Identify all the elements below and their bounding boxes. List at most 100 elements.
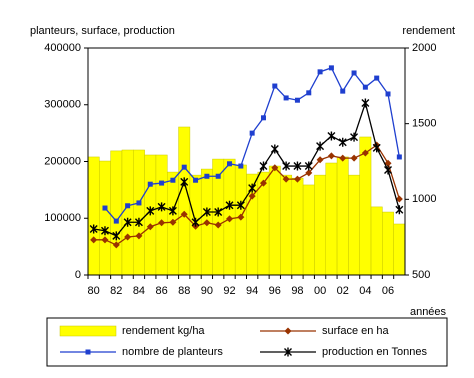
line-marker <box>374 75 380 81</box>
y-tick-label: 400000 <box>44 42 81 54</box>
y2-tick-label: 1500 <box>412 118 436 130</box>
bar <box>99 160 111 276</box>
y-tick-label: 0 <box>75 269 81 281</box>
x-tick-label: 86 <box>155 285 167 297</box>
x-tick-label: 90 <box>201 285 213 297</box>
bar <box>110 150 123 276</box>
line-marker <box>338 137 347 147</box>
x-tick-label: 00 <box>314 285 326 297</box>
line-marker <box>191 217 200 227</box>
line-marker <box>146 206 155 216</box>
line-marker <box>361 149 369 157</box>
bar <box>178 126 191 276</box>
line-marker <box>134 217 143 227</box>
line-marker <box>362 84 368 90</box>
bar <box>336 156 349 276</box>
x-tick-label: 04 <box>359 285 371 297</box>
bar <box>314 174 326 276</box>
line-marker <box>283 95 289 101</box>
bar <box>325 162 338 276</box>
line-marker <box>306 90 312 96</box>
line-marker <box>202 207 211 217</box>
bar <box>359 136 372 276</box>
line-marker <box>214 207 223 217</box>
line-marker <box>385 91 391 97</box>
y2-tick-label: 500 <box>412 269 430 281</box>
bar <box>370 206 383 276</box>
line-marker <box>169 218 177 226</box>
line-marker <box>395 205 404 215</box>
y-tick-label: 200000 <box>44 155 81 167</box>
x-tick-label: 82 <box>110 285 122 297</box>
line-marker <box>372 143 381 153</box>
line-marker <box>112 241 120 249</box>
line-marker <box>271 164 279 172</box>
line-marker <box>305 169 313 177</box>
line-marker <box>237 213 245 221</box>
line-marker <box>249 130 255 136</box>
line-marker <box>259 161 268 171</box>
line-marker <box>328 65 334 71</box>
line-marker <box>226 215 234 223</box>
line-marker <box>350 132 359 142</box>
bar <box>291 177 304 276</box>
line-marker <box>147 181 153 187</box>
bar <box>393 223 406 276</box>
line-marker <box>204 173 210 179</box>
y-tick-label: 100000 <box>44 212 81 224</box>
line-marker <box>180 210 188 218</box>
line-marker <box>180 177 189 187</box>
line-marker <box>282 175 290 183</box>
line-marker <box>260 115 266 121</box>
line-marker <box>123 217 132 227</box>
x-axis-title: années <box>410 306 447 318</box>
line-marker <box>203 219 211 227</box>
x-tick-label: 84 <box>133 285 145 297</box>
bar <box>280 174 293 276</box>
line-marker <box>124 233 132 241</box>
legend-marker <box>85 349 91 355</box>
line-marker <box>90 236 98 244</box>
line-marker <box>227 161 233 167</box>
line-marker <box>361 98 370 108</box>
line-marker <box>136 200 142 206</box>
line-marker <box>327 131 336 141</box>
y-axis-title: planteurs, surface, production <box>30 25 175 37</box>
legend-marker <box>284 327 292 335</box>
plot-area <box>87 47 406 276</box>
line-marker <box>340 88 346 94</box>
line-marker <box>159 180 165 186</box>
line-marker <box>100 226 109 236</box>
y-tick-label: 300000 <box>44 99 81 111</box>
line-marker <box>282 161 291 171</box>
line-marker <box>215 173 221 179</box>
legend-label: rendement kg/ha <box>122 325 205 337</box>
x-tick-label: 88 <box>178 285 190 297</box>
line-marker <box>248 183 257 193</box>
line-marker <box>327 152 335 160</box>
line-marker <box>317 69 323 75</box>
line-marker <box>181 164 187 170</box>
line-marker <box>158 219 166 227</box>
line-marker <box>395 195 403 203</box>
line-marker <box>293 175 301 183</box>
x-tick-label: 02 <box>337 285 349 297</box>
line-marker <box>89 224 98 234</box>
line-marker <box>248 192 256 200</box>
line-marker <box>339 154 347 162</box>
line-marker <box>304 161 313 171</box>
legend-marker <box>284 347 292 357</box>
line-marker <box>157 202 166 212</box>
line <box>93 100 400 237</box>
line-marker <box>384 159 392 167</box>
x-tick-label: 94 <box>246 285 258 297</box>
y2-tick-label: 1000 <box>412 193 436 205</box>
y2-axis-title: rendement <box>402 25 455 37</box>
bar <box>382 211 394 276</box>
line-marker <box>170 177 176 183</box>
x-tick-label: 96 <box>269 285 281 297</box>
line-marker <box>350 154 358 162</box>
x-tick-label: 80 <box>88 285 100 297</box>
